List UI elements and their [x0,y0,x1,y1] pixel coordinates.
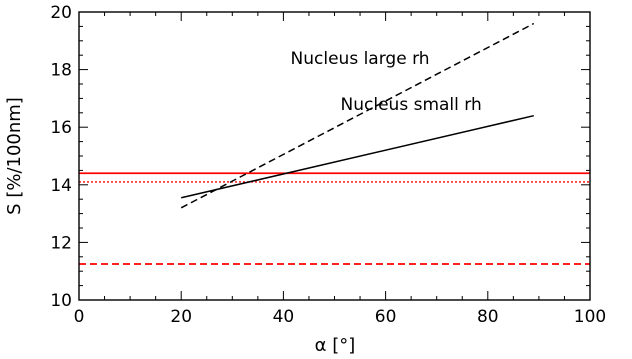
annotations: Nucleus large rh Nucleus small rh [291,49,482,115]
x-tick-label: 100 [574,307,606,327]
series-line-2 [181,114,534,199]
x-tick-label: 40 [273,307,295,327]
y-tick-label: 20 [50,3,72,23]
tick-labels: 0 20 40 60 80 100 10 12 14 16 18 20 [50,3,606,327]
series-annotation-2: Nucleus small rh [341,95,482,115]
x-axis-title: α [°] [315,335,356,356]
y-tick-label: 12 [50,233,72,253]
series-line-1 [180,22,535,209]
x-tick-label: 60 [375,307,397,327]
y-axis-title: S [%/100nm] [4,97,25,215]
series-annotation-1: Nucleus large rh [291,49,430,69]
y-tick-label: 18 [50,61,72,81]
x-tick-label: 0 [74,307,85,327]
y-tick-label: 10 [50,291,72,311]
axis-ticks [78,11,591,301]
y-tick-label: 16 [50,118,72,138]
x-tick-label: 80 [477,307,499,327]
x-tick-label: 20 [170,307,192,327]
y-tick-label: 14 [50,176,72,196]
plot-lines [79,22,590,265]
